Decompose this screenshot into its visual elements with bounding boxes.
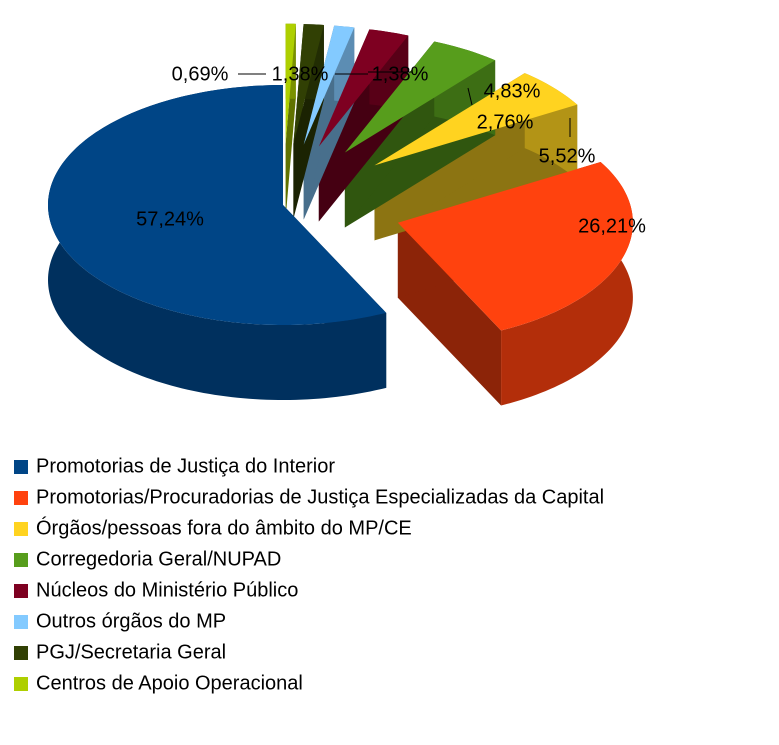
slice [293, 24, 324, 144]
legend-label: Órgãos/pessoas fora do âmbito do MP/CE [36, 516, 412, 539]
legend-swatch [14, 553, 28, 567]
slice [303, 25, 355, 145]
data-label: 26,21% [578, 215, 646, 237]
legend-label: PGJ/Secretaria Geral [36, 641, 226, 663]
legend-label: Núcleos do Ministério Público [36, 579, 298, 601]
legend-label: Corregedoria Geral/NUPAD [36, 548, 281, 570]
legend-swatch [14, 522, 28, 536]
leader-line [467, 87, 473, 106]
slice [397, 161, 633, 331]
data-label: 0,69% [172, 63, 229, 85]
legend-swatch [14, 677, 28, 691]
legend-swatch [14, 491, 28, 505]
legend-swatch [14, 615, 28, 629]
legend-swatch [14, 460, 28, 474]
legend-swatch [14, 584, 28, 598]
slice [285, 23, 296, 144]
slice [374, 73, 578, 166]
data-label: 57,24% [136, 208, 204, 230]
legend-swatch [14, 646, 28, 660]
slice-wall [501, 161, 633, 406]
legend-label: Promotorias de Justiça do Interior [36, 455, 335, 477]
legend-label: Promotorias/Procuradorias de Justiça Esp… [36, 486, 604, 508]
legend-label: Centros de Apoio Operacional [36, 672, 303, 694]
pie-tops [48, 23, 633, 331]
data-label: 4,83% [484, 80, 541, 102]
slice [48, 85, 387, 325]
data-label: 5,52% [539, 145, 596, 167]
slice [318, 29, 409, 147]
data-label: 1,38% [372, 63, 429, 85]
data-label: 1,38% [272, 63, 329, 85]
data-label: 2,76% [477, 111, 534, 133]
legend-label: Outros órgãos do MP [36, 610, 226, 632]
slice [344, 41, 496, 153]
